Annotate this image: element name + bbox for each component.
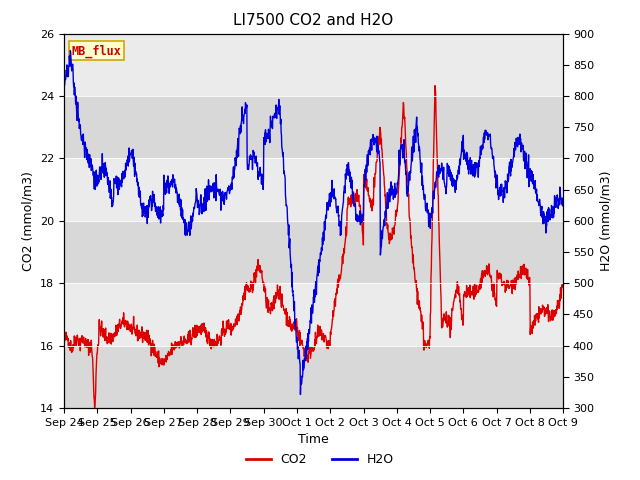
Bar — [64, 221, 563, 283]
Bar — [64, 96, 563, 158]
Title: LI7500 CO2 and H2O: LI7500 CO2 and H2O — [234, 13, 394, 28]
X-axis label: Time: Time — [298, 433, 329, 446]
Bar — [64, 158, 563, 221]
Bar — [64, 283, 563, 346]
Bar — [64, 34, 563, 96]
Legend: CO2, H2O: CO2, H2O — [241, 448, 399, 471]
Y-axis label: H2O (mmol/m3): H2O (mmol/m3) — [600, 170, 612, 271]
Y-axis label: CO2 (mmol/m3): CO2 (mmol/m3) — [22, 171, 35, 271]
Text: MB_flux: MB_flux — [72, 44, 122, 58]
Bar — [64, 346, 563, 408]
